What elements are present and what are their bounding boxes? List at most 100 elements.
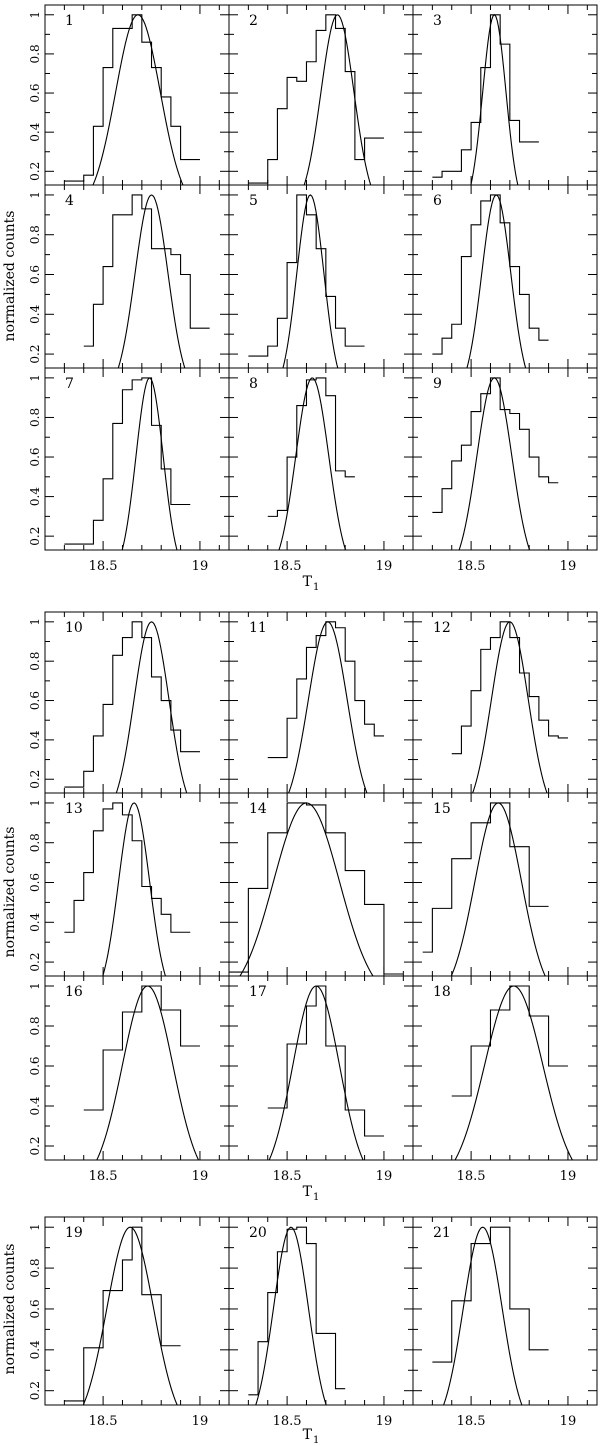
x-tick-label: 18.5 (457, 1169, 486, 1184)
panel-number-label: 10 (65, 620, 83, 636)
panel-number-label: 14 (249, 801, 267, 817)
histogram-steps (229, 802, 404, 975)
histogram-steps (64, 377, 191, 545)
x-tick-label: 19 (560, 559, 577, 574)
panel-frame (228, 184, 414, 369)
y-tick-label: 0.4 (28, 912, 42, 931)
histogram-steps (432, 1226, 549, 1363)
panel-frame (228, 367, 414, 551)
gaussian-fit-curve (92, 14, 184, 185)
histogram-steps (83, 985, 200, 1111)
x-tick-label: 18.5 (89, 559, 118, 574)
xlabel-group-1: T 1 (303, 574, 320, 593)
y-tick-label: 0.2 (28, 770, 42, 789)
panel-frame (44, 1216, 230, 1406)
x-tick-label: 18.5 (457, 1414, 486, 1429)
y-tick-label: 0.6 (28, 1299, 42, 1318)
panel-number-label: 9 (433, 376, 442, 392)
histogram-steps (451, 621, 568, 755)
panel-frame (44, 4, 230, 186)
gaussian-fit-curve (454, 985, 574, 1160)
panel-1: 0.2 0.4 0.6 0.8 1 1 (28, 4, 230, 186)
gaussian-fit-curve (458, 377, 531, 550)
panel-frame (44, 792, 230, 977)
panel-number-label: 20 (249, 1225, 267, 1241)
panel-7: 0.2 0.4 0.6 0.8 1 18.5 19 7 (28, 367, 230, 574)
gaussian-fit-curve (239, 802, 374, 976)
panel-9: 18.5 19 9 (412, 367, 598, 574)
gaussian-fit-curve (121, 377, 178, 550)
y-tick-label: 0.6 (28, 265, 42, 284)
y-tick-label: 0.4 (28, 1096, 42, 1115)
gaussian-fit-curve (278, 377, 347, 550)
panel-4: 0.2 0.4 0.6 0.8 1 4 (28, 184, 230, 369)
histogram-steps (64, 14, 200, 182)
y-tick-label: 0.8 (28, 652, 42, 671)
gaussian-fit-curve (268, 985, 364, 1160)
histogram-steps (432, 14, 539, 178)
panel-12: 12 (412, 611, 598, 794)
y-tick-label: 1 (28, 982, 42, 990)
histogram-steps (432, 194, 549, 355)
x-tick-label: 18.5 (89, 1169, 118, 1184)
panel-17: 18.5 19 17 (228, 975, 414, 1184)
gaussian-fit-curve (450, 802, 546, 976)
panel-number-label: 2 (249, 13, 258, 29)
xlabel-subscript: 1 (313, 1192, 319, 1203)
y-tick-label: 0.6 (28, 873, 42, 892)
x-tick-label: 19 (560, 1169, 577, 1184)
y-tick-label: 0.4 (28, 487, 42, 506)
xlabel-subscript: 1 (313, 1435, 319, 1446)
gaussian-fit-curve (117, 194, 186, 368)
y-tick-label: 0.8 (28, 225, 42, 244)
panel-number-label: 17 (249, 984, 267, 1000)
histogram-steps (267, 985, 384, 1137)
x-tick-label: 19 (560, 1414, 577, 1429)
panel-10: 0.2 0.4 0.6 0.8 1 10 (28, 611, 230, 794)
y-tick-label: 0.2 (28, 1381, 42, 1400)
y-tick-label: 1 (28, 11, 42, 19)
y-tick-label: 0.8 (28, 1016, 42, 1035)
y-tick-label: 0.6 (28, 83, 42, 102)
panel-15: 15 (412, 792, 598, 977)
xlabel-group-3: T 1 (303, 1427, 320, 1446)
y-tick-label: 0.8 (28, 1259, 42, 1278)
panel-frame (412, 367, 598, 551)
panel-frame (44, 184, 230, 369)
gaussian-fit-curve (96, 985, 200, 1160)
y-tick-label: 0.2 (28, 345, 42, 364)
panel-16: 0.2 0.4 0.6 0.8 1 18.5 19 16 (28, 975, 230, 1184)
histogram-steps (267, 377, 355, 517)
labels-layer: normalized counts normalized counts norm… (2, 211, 319, 1446)
panel-number-label: 18 (433, 984, 451, 1000)
histogram-steps (64, 621, 200, 788)
panel-number-label: 7 (65, 376, 74, 392)
y-tick-label: 1 (28, 799, 42, 807)
x-tick-label: 19 (192, 559, 209, 574)
x-tick-label: 18.5 (457, 559, 486, 574)
xlabel-text: T (303, 574, 313, 590)
panel-frame (228, 1216, 414, 1406)
panel-number-label: 13 (65, 801, 83, 817)
panel-11: 11 (228, 611, 414, 794)
y-tick-label: 1 (28, 1223, 42, 1231)
x-tick-label: 19 (376, 559, 393, 574)
y-tick-label: 0.4 (28, 122, 42, 141)
panel-frame (412, 1216, 598, 1406)
panels-layer: 0.20.40.60.81 1 2 30.20.40.60.81 4 5 60.20.40.… (28, 4, 598, 1429)
x-tick-label: 19 (376, 1414, 393, 1429)
panel-frame (44, 611, 230, 794)
panel-number-label: 8 (249, 376, 258, 392)
xlabel-group-2: T 1 (303, 1184, 320, 1203)
panel-2: 2 (228, 4, 414, 186)
histogram-steps (451, 985, 568, 1097)
panel-number-label: 16 (65, 984, 83, 1000)
xlabel-text: T (303, 1427, 313, 1443)
panel-number-label: 4 (65, 193, 74, 209)
histogram-steps (83, 194, 210, 347)
y-tick-label: 0.6 (28, 1056, 42, 1075)
panel-number-label: 5 (249, 193, 258, 209)
y-tick-label: 1 (28, 191, 42, 199)
gaussian-fit-curve (443, 1226, 523, 1405)
